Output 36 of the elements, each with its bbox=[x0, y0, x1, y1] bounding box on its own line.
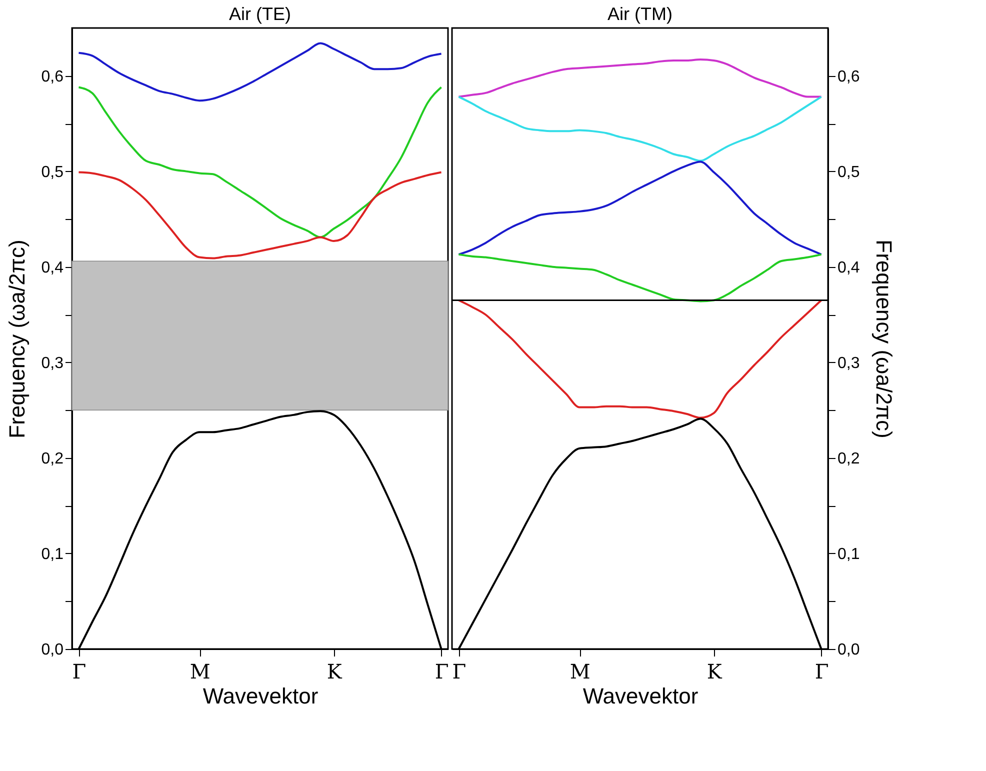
y-axis-title: Frequency (ωa/2πc) bbox=[4, 240, 30, 438]
x-axis-title: Wavevektor bbox=[582, 684, 698, 708]
x-tick-label: Γ bbox=[814, 660, 829, 684]
x-tick-label: K bbox=[326, 660, 343, 684]
chart-title: Air (TM) bbox=[608, 4, 672, 24]
y-tick-label: 0,0 bbox=[41, 642, 64, 658]
y-tick-label: 0,6 bbox=[41, 68, 64, 86]
line-series bbox=[458, 160, 822, 256]
x-tick-label: K bbox=[706, 660, 723, 684]
y2-tick-label: 0,3 bbox=[838, 354, 860, 372]
y-tick-label: 0,3 bbox=[41, 354, 64, 372]
y-tick-label: 0,5 bbox=[41, 164, 64, 181]
line-series bbox=[78, 86, 442, 238]
x-tick-label: Γ bbox=[72, 660, 86, 684]
chart-title: Air (TE) bbox=[229, 4, 291, 24]
x-axis-title: Wavevektor bbox=[202, 684, 318, 708]
y2-tick-label: 0,6 bbox=[838, 68, 860, 86]
y2-tick-label: 0,1 bbox=[838, 546, 860, 563]
y-tick-label: 0,2 bbox=[41, 450, 64, 468]
y2-tick-label: 0,2 bbox=[838, 450, 860, 468]
line-series bbox=[458, 253, 822, 302]
y2-axis-title: Frequency (ωa/2πc) bbox=[872, 240, 897, 438]
line-series bbox=[458, 299, 822, 419]
x-tick-label: M bbox=[570, 660, 590, 684]
x-tick-label: Γ bbox=[434, 660, 449, 684]
y2-tick-label: 0,4 bbox=[838, 259, 860, 276]
x-tick-label: Γ bbox=[452, 660, 466, 684]
x-tick-label: M bbox=[190, 660, 210, 684]
y2-tick-label: 0,5 bbox=[838, 164, 860, 181]
line-series bbox=[78, 171, 442, 260]
y2-tick-label: 0,0 bbox=[838, 642, 860, 658]
line-series bbox=[78, 42, 442, 102]
y-tick-label: 0,4 bbox=[41, 259, 64, 276]
line-series bbox=[458, 96, 822, 162]
y-tick-label: 0,1 bbox=[41, 546, 64, 563]
line-series bbox=[458, 58, 822, 98]
